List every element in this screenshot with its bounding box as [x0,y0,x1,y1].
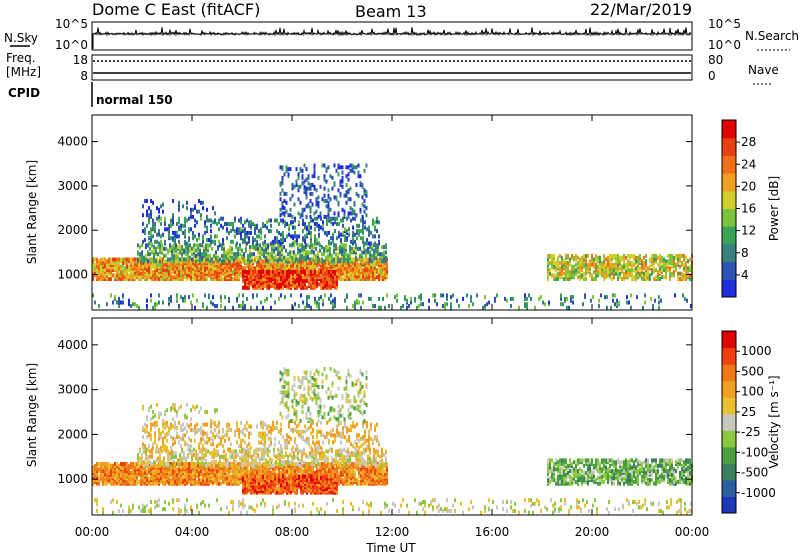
nsearch-label: N.Search [745,29,799,43]
colorbar-swatch-9 [722,120,736,139]
power-yticks: 1000 2000 3000 4000 [57,135,692,282]
velocity-cells [92,367,693,515]
colorbar-swatch-5 [722,190,736,209]
colorbar-swatch-10 [722,331,736,349]
beam-title: Beam 13 [355,2,427,21]
colorbar-swatch-5 [722,413,736,431]
colorbar-tick-2: 20 [741,179,756,193]
colorbar-swatch-1 [722,261,736,280]
colorbar-tick-4: 12 [741,224,756,238]
xtick-label-2: 08:00 [275,525,310,539]
nave-tick-top: 80 [708,53,723,67]
colorbar-swatch-8 [722,137,736,156]
colorbar-tick-5: 8 [741,246,749,260]
nsearch-tick-bottom: 10^0 [708,38,741,52]
colorbar-tick-0: 28 [741,135,756,149]
colorbar-swatch-3 [722,226,736,245]
colorbar-tick-3: 25 [741,405,756,419]
colorbar-tick-1: 24 [741,157,756,171]
colorbar-label: Velocity [m s⁻¹] [767,375,781,468]
xtick-label-0: 00:00 [75,525,110,539]
ytick-label-2: 3000 [57,383,88,397]
freq-tick-top: 18 [73,53,88,67]
colorbar-tick-7: -1000 [741,486,776,500]
freq-label-1: Freq. [6,51,36,65]
colorbar-label: Power [dB] [767,176,781,241]
cpid-value: normal 150 [96,93,173,107]
freq-label-2: [MHz] [6,65,41,79]
colorbar-swatch-1 [722,479,736,497]
power-cells [92,163,693,310]
xtick-label-6: 00:00 [675,525,710,539]
colorbar-swatch-0 [722,279,736,298]
colorbar-swatch-7 [722,380,736,398]
colorbar-tick-2: 100 [741,385,764,399]
date-title: 22/Mar/2019 [590,0,692,19]
nsearch-tick-top: 10^5 [708,17,741,31]
freq-panel [91,54,693,81]
x-axis-ticks: 00:00 04:00 08:00 12:00 16:00 20:00 00:00 [75,115,710,539]
colorbar-swatch-3 [722,446,736,464]
xtick-label-5: 20:00 [575,525,610,539]
ytick-label-1: 2000 [57,223,88,237]
power-ylabel: Slant Range [km] [25,160,39,264]
ytick-label-0: 1000 [57,268,88,282]
colorbar-tick-5: -100 [741,445,768,459]
colorbar-swatch-4 [722,430,736,448]
ytick-label-1: 2000 [57,427,88,441]
colorbar-swatch-6 [722,173,736,192]
nsky-label: N.Sky [4,31,38,45]
nsky-panel [91,21,693,51]
colorbar-tick-4: -25 [741,425,761,439]
colorbar-tick-6: 4 [741,268,749,282]
colorbar-swatch-7 [722,155,736,174]
xtick-label-3: 12:00 [375,525,410,539]
xtick-label-1: 04:00 [175,525,210,539]
colorbar-tick-6: -500 [741,466,768,480]
colorbar-swatch-2 [722,463,736,481]
colorbar-swatch-2 [722,243,736,263]
colorbar-tick-1: 500 [741,364,764,378]
power-colorbar: 28 24 20 16 12 8 4 Power [dB] [721,119,781,298]
nsky-tick-top: 10^5 [55,17,88,31]
velocity-ylabel: Slant Range [km] [25,363,39,467]
ytick-label-0: 1000 [57,472,88,486]
colorbar-swatch-0 [722,496,736,514]
x-axis-label: Time UT [365,541,416,554]
nave-label: Nave [748,63,779,77]
colorbar-tick-3: 16 [741,202,756,216]
freq-tick-bottom: 8 [80,69,88,83]
ytick-label-2: 3000 [57,179,88,193]
colorbar-swatch-6 [722,397,736,415]
nsky-tick-bottom: 10^0 [55,38,88,52]
colorbar-swatch-9 [722,347,736,365]
xtick-label-4: 16:00 [475,525,510,539]
nsky-trace [92,27,692,49]
station-title: Dome C East (fitACF) [92,0,260,19]
colorbar-tick-0: 1000 [741,344,772,358]
ytick-label-3: 4000 [57,338,88,352]
ytick-label-3: 4000 [57,135,88,149]
velocity-yticks: 1000 2000 3000 4000 [57,338,692,486]
nave-tick-bottom: 0 [708,69,716,83]
colorbar-swatch-4 [722,208,736,227]
colorbar-swatch-8 [722,364,736,382]
velocity-colorbar: 1000 500 100 25 -25 -100 -500 -1000 Velocity [m … [721,330,781,514]
cpid-label: CPID [8,86,40,100]
